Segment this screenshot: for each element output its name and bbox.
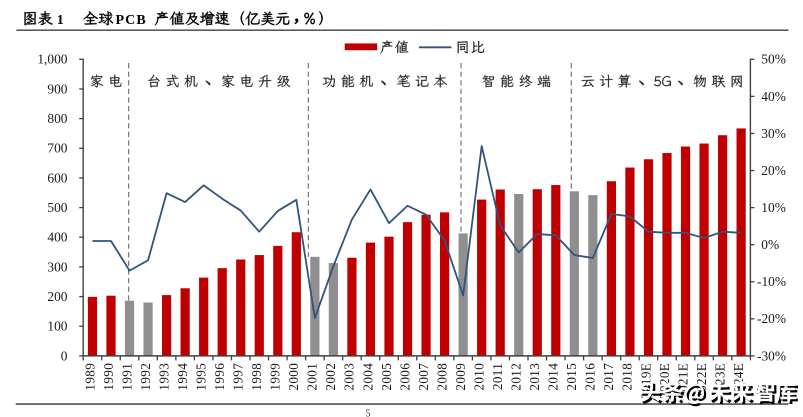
svg-text:30%: 30%: [761, 126, 786, 141]
svg-text:10%: 10%: [761, 200, 786, 215]
svg-text:2017: 2017: [601, 363, 616, 391]
svg-text:-20%: -20%: [757, 311, 786, 326]
svg-text:2014: 2014: [546, 363, 561, 391]
svg-text:500: 500: [47, 200, 67, 215]
svg-text:1994: 1994: [175, 363, 190, 391]
svg-text:2009: 2009: [453, 363, 468, 391]
svg-text:2008: 2008: [434, 363, 449, 391]
svg-text:2019E: 2019E: [638, 363, 653, 399]
svg-text:2011: 2011: [490, 363, 505, 390]
svg-text:1997: 1997: [231, 363, 246, 391]
svg-text:2003: 2003: [342, 363, 357, 391]
svg-text:1999: 1999: [268, 363, 283, 391]
svg-text:2006: 2006: [397, 363, 412, 391]
svg-text:2002: 2002: [323, 363, 338, 391]
svg-text:2018: 2018: [620, 363, 635, 391]
svg-text:2016: 2016: [583, 363, 598, 391]
svg-text:PCB: PCB: [116, 13, 146, 28]
svg-text:1990: 1990: [101, 363, 116, 391]
svg-text:800: 800: [47, 111, 67, 126]
svg-text:1992: 1992: [138, 363, 153, 391]
svg-text:2013: 2013: [527, 363, 542, 391]
svg-text:50%: 50%: [761, 52, 786, 67]
svg-text:1: 1: [57, 13, 64, 28]
svg-text:200: 200: [47, 289, 67, 304]
svg-text:1995: 1995: [193, 363, 208, 391]
svg-text:0: 0: [61, 348, 68, 363]
svg-text:1991: 1991: [119, 363, 134, 391]
svg-text:40%: 40%: [761, 89, 786, 104]
svg-text:0%: 0%: [761, 237, 779, 252]
svg-text:900: 900: [47, 81, 67, 96]
svg-text:600: 600: [47, 170, 67, 185]
svg-text:2005: 2005: [379, 363, 394, 391]
svg-text:100: 100: [47, 319, 67, 334]
svg-text:1993: 1993: [156, 363, 171, 391]
svg-text:2007: 2007: [416, 363, 431, 391]
svg-text:2010: 2010: [471, 363, 486, 391]
svg-text:1996: 1996: [212, 363, 227, 391]
svg-text:700: 700: [47, 141, 67, 156]
svg-text:-10%: -10%: [757, 274, 786, 289]
svg-text:1,000: 1,000: [37, 52, 67, 67]
svg-text:5: 5: [366, 409, 371, 417]
svg-text:20%: 20%: [761, 163, 786, 178]
svg-text:300: 300: [47, 259, 67, 274]
svg-text:1998: 1998: [249, 363, 264, 391]
svg-text:2001: 2001: [305, 363, 320, 391]
svg-text:2004: 2004: [360, 363, 375, 391]
svg-text:-30%: -30%: [757, 348, 786, 363]
svg-text:400: 400: [47, 230, 67, 245]
svg-text:1989: 1989: [82, 363, 97, 391]
svg-text:2015: 2015: [564, 363, 579, 391]
svg-text:2000: 2000: [286, 363, 301, 391]
svg-text:2012: 2012: [509, 363, 524, 391]
